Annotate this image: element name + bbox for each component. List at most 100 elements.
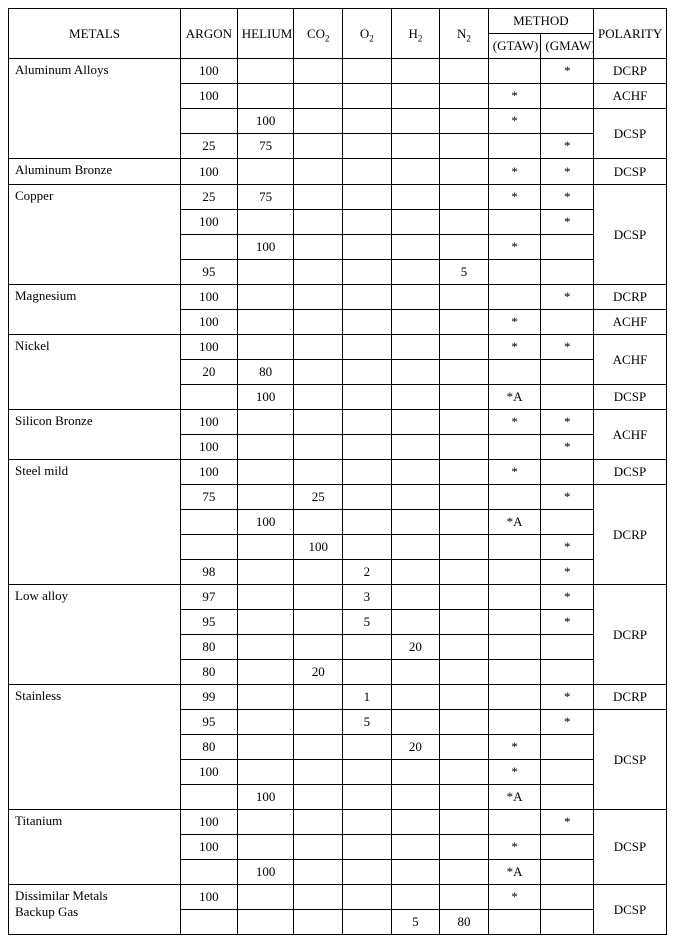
welding-gas-table: METALS ARGON HELIUM CO2 O2 H2 N2 METHOD … xyxy=(8,8,667,935)
cell-h2 xyxy=(391,860,440,885)
cell-he xyxy=(237,610,294,635)
cell-gtaw xyxy=(488,485,541,510)
cell-gmaw xyxy=(541,910,594,935)
cell-n2 xyxy=(440,159,489,185)
polarity-cell: DCSP xyxy=(594,810,667,885)
cell-h2 xyxy=(391,235,440,260)
cell-he: 75 xyxy=(237,185,294,210)
cell-he xyxy=(237,535,294,560)
cell-gmaw xyxy=(541,360,594,385)
cell-o2 xyxy=(343,835,392,860)
cell-co2 xyxy=(294,860,343,885)
cell-gmaw: * xyxy=(541,285,594,310)
metal-name: Magnesium xyxy=(9,285,181,335)
header-argon: ARGON xyxy=(181,9,238,59)
cell-co2 xyxy=(294,635,343,660)
cell-o2 xyxy=(343,109,392,134)
cell-he xyxy=(237,685,294,710)
cell-he xyxy=(237,635,294,660)
polarity-cell: DCSP xyxy=(594,109,667,159)
cell-o2 xyxy=(343,760,392,785)
cell-he xyxy=(237,560,294,585)
cell-ar xyxy=(181,510,238,535)
cell-ar xyxy=(181,785,238,810)
cell-ar: 100 xyxy=(181,210,238,235)
cell-gmaw xyxy=(541,260,594,285)
cell-o2 xyxy=(343,435,392,460)
cell-o2 xyxy=(343,785,392,810)
polarity-cell: DCRP xyxy=(594,285,667,310)
cell-n2 xyxy=(440,285,489,310)
cell-o2: 2 xyxy=(343,560,392,585)
cell-he: 100 xyxy=(237,235,294,260)
cell-h2 xyxy=(391,885,440,910)
cell-ar xyxy=(181,860,238,885)
cell-co2 xyxy=(294,910,343,935)
cell-o2 xyxy=(343,385,392,410)
cell-h2 xyxy=(391,510,440,535)
cell-gmaw: * xyxy=(541,185,594,210)
cell-gmaw xyxy=(541,735,594,760)
cell-he xyxy=(237,460,294,485)
metal-name: Dissimilar MetalsBackup Gas xyxy=(9,885,181,935)
cell-gtaw: *A xyxy=(488,510,541,535)
cell-gtaw xyxy=(488,560,541,585)
cell-co2 xyxy=(294,685,343,710)
cell-h2 xyxy=(391,260,440,285)
header-gtaw: (GTAW) xyxy=(488,34,541,59)
cell-o2 xyxy=(343,210,392,235)
cell-he xyxy=(237,885,294,910)
cell-gmaw xyxy=(541,760,594,785)
cell-o2: 1 xyxy=(343,685,392,710)
cell-he: 100 xyxy=(237,385,294,410)
cell-ar xyxy=(181,535,238,560)
cell-ar: 100 xyxy=(181,885,238,910)
cell-gmaw: * xyxy=(541,535,594,560)
cell-co2 xyxy=(294,210,343,235)
cell-gmaw xyxy=(541,885,594,910)
polarity-cell: DCRP xyxy=(594,585,667,685)
cell-o2: 5 xyxy=(343,710,392,735)
cell-gtaw: * xyxy=(488,109,541,134)
header-helium: HELIUM xyxy=(237,9,294,59)
cell-he xyxy=(237,435,294,460)
cell-n2 xyxy=(440,134,489,159)
cell-he: 100 xyxy=(237,510,294,535)
cell-gmaw: * xyxy=(541,685,594,710)
cell-gtaw: * xyxy=(488,185,541,210)
header-metals: METALS xyxy=(9,9,181,59)
cell-he xyxy=(237,835,294,860)
table-row: Copper2575**DCSP xyxy=(9,185,667,210)
cell-o2 xyxy=(343,535,392,560)
polarity-cell: DCRP xyxy=(594,685,667,710)
cell-gtaw xyxy=(488,685,541,710)
polarity-cell: ACHF xyxy=(594,310,667,335)
cell-o2 xyxy=(343,260,392,285)
cell-gtaw xyxy=(488,134,541,159)
cell-ar: 100 xyxy=(181,285,238,310)
cell-gmaw xyxy=(541,385,594,410)
cell-n2 xyxy=(440,535,489,560)
cell-h2 xyxy=(391,84,440,109)
cell-gmaw: * xyxy=(541,410,594,435)
cell-ar: 97 xyxy=(181,585,238,610)
polarity-cell: DCSP xyxy=(594,885,667,935)
polarity-cell: DCSP xyxy=(594,159,667,185)
cell-ar: 95 xyxy=(181,710,238,735)
cell-o2 xyxy=(343,185,392,210)
cell-gmaw: * xyxy=(541,585,594,610)
cell-h2 xyxy=(391,185,440,210)
cell-o2 xyxy=(343,485,392,510)
cell-co2 xyxy=(294,285,343,310)
cell-o2 xyxy=(343,360,392,385)
cell-n2 xyxy=(440,885,489,910)
cell-h2 xyxy=(391,109,440,134)
cell-co2 xyxy=(294,510,343,535)
cell-co2 xyxy=(294,159,343,185)
cell-he xyxy=(237,335,294,360)
cell-h2 xyxy=(391,435,440,460)
polarity-cell: ACHF xyxy=(594,84,667,109)
cell-gmaw: * xyxy=(541,610,594,635)
cell-h2 xyxy=(391,210,440,235)
cell-gtaw xyxy=(488,435,541,460)
